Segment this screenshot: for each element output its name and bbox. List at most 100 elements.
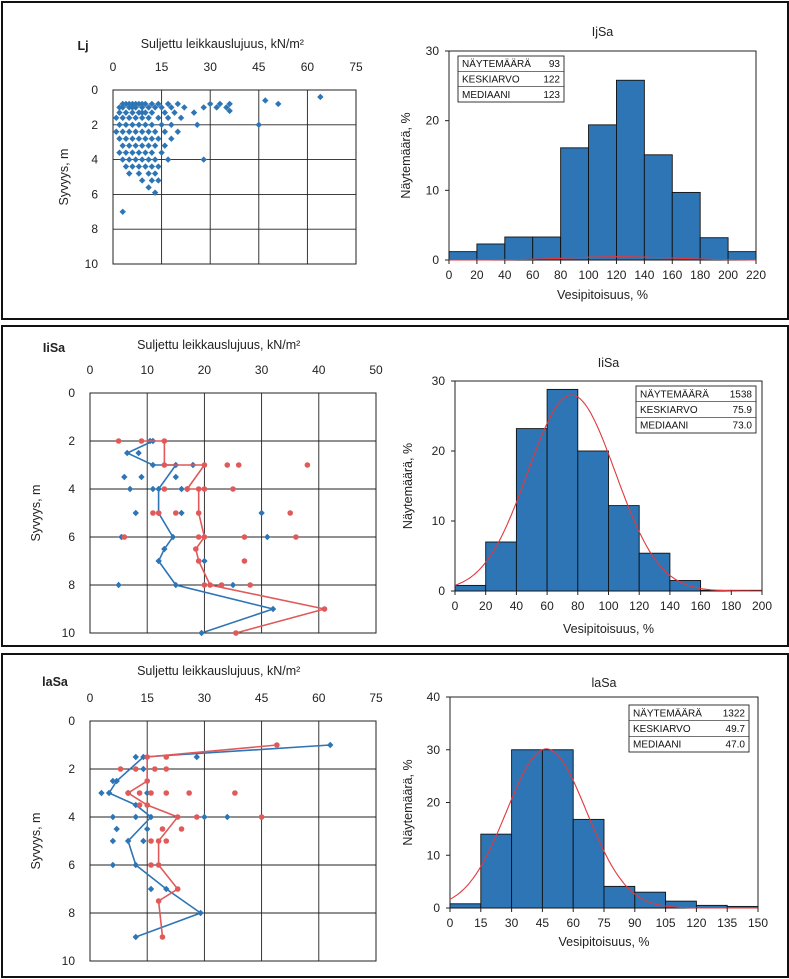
data-point bbox=[158, 104, 165, 111]
histogram-bar bbox=[448, 251, 478, 261]
data-point bbox=[148, 121, 156, 128]
data-point bbox=[132, 861, 139, 869]
data-point bbox=[190, 109, 198, 116]
data-point bbox=[113, 825, 120, 833]
data-point bbox=[155, 838, 162, 844]
data-point bbox=[200, 156, 207, 163]
histogram-bar bbox=[577, 450, 609, 592]
x-tick-label: 45 bbox=[252, 60, 266, 74]
data-point bbox=[178, 485, 185, 493]
data-point bbox=[201, 462, 208, 468]
data-point bbox=[126, 114, 133, 122]
data-point bbox=[132, 128, 139, 135]
data-point bbox=[121, 534, 128, 540]
stats-value: 73.0 bbox=[733, 421, 753, 432]
histogram-bar bbox=[511, 749, 543, 909]
data-point bbox=[201, 557, 208, 565]
data-point bbox=[293, 534, 299, 540]
data-point bbox=[178, 509, 185, 517]
data-point bbox=[201, 486, 208, 492]
x-tick-label: 140 bbox=[660, 599, 680, 613]
depth-chart-iisa: 0 10 20 30 40 50 0 2 4 6 8 10 IiSa Suljettu leikkausl… bbox=[29, 338, 383, 640]
data-point bbox=[135, 170, 143, 177]
x-tick-label: 15 bbox=[155, 60, 169, 74]
stats-label: MEDIAANI bbox=[633, 740, 681, 751]
y-axis-label: Näytemäärä, % bbox=[399, 112, 413, 198]
data-point bbox=[163, 754, 170, 760]
data-point bbox=[164, 100, 172, 108]
stats-box-frame bbox=[628, 704, 750, 753]
histogram-bar bbox=[727, 251, 757, 261]
data-point bbox=[132, 100, 139, 108]
data-point bbox=[124, 837, 132, 845]
histogram-bar bbox=[643, 154, 673, 261]
data-point bbox=[161, 545, 168, 553]
data-point bbox=[122, 149, 130, 156]
data-point bbox=[126, 100, 133, 108]
x-tick-label: 180 bbox=[690, 268, 710, 282]
plot-area bbox=[112, 89, 357, 265]
data-point bbox=[148, 135, 156, 142]
chart-title: laSa bbox=[591, 676, 616, 690]
y-tick-label: 0 bbox=[433, 901, 440, 915]
data-point bbox=[145, 170, 152, 177]
data-point bbox=[197, 909, 204, 917]
stats-value: 123 bbox=[543, 90, 560, 101]
data-point bbox=[135, 449, 142, 457]
stats-value: 47.0 bbox=[726, 740, 746, 751]
y-tick-label: 10 bbox=[62, 954, 76, 968]
data-point bbox=[122, 100, 130, 108]
data-point bbox=[163, 885, 170, 893]
data-point bbox=[138, 473, 145, 481]
data-point bbox=[159, 826, 166, 832]
data-point bbox=[161, 438, 168, 444]
data-point bbox=[138, 142, 146, 149]
stats-label: MEDIAANI bbox=[640, 421, 688, 432]
data-point bbox=[132, 753, 139, 761]
x-tick-label: 15 bbox=[474, 916, 488, 930]
data-point bbox=[151, 170, 159, 177]
x-axis-label: Vesipitoisuus, % bbox=[563, 622, 654, 636]
data-point bbox=[158, 149, 165, 156]
data-point bbox=[198, 629, 205, 637]
stats-value: 75.9 bbox=[733, 405, 753, 416]
y-axis-label: Syvyys, m bbox=[29, 813, 43, 870]
data-point bbox=[119, 128, 126, 135]
y-tick-label: 2 bbox=[91, 118, 98, 132]
x-tick-label: 120 bbox=[629, 599, 649, 613]
data-point bbox=[144, 754, 150, 760]
x-tick-label: 20 bbox=[198, 363, 212, 377]
data-point bbox=[321, 606, 328, 612]
data-point bbox=[241, 534, 248, 540]
histogram-bar bbox=[454, 584, 487, 592]
data-point bbox=[132, 766, 139, 772]
data-point bbox=[269, 605, 277, 613]
y-axis-label: Näytemäärä, % bbox=[401, 443, 415, 529]
data-point bbox=[116, 109, 123, 116]
data-point bbox=[158, 121, 165, 128]
y-tick-label: 6 bbox=[68, 858, 75, 872]
data-point bbox=[98, 789, 105, 797]
x-tick-label: 30 bbox=[255, 363, 269, 377]
data-point bbox=[116, 149, 123, 156]
normal-curve bbox=[454, 394, 762, 592]
data-point bbox=[163, 838, 170, 844]
data-point bbox=[148, 177, 156, 184]
data-point bbox=[132, 813, 139, 821]
data-point bbox=[135, 109, 143, 116]
data-point bbox=[132, 156, 139, 163]
data-point bbox=[327, 741, 334, 749]
stats-label: NÄYTEMÄÄRÄ bbox=[462, 58, 531, 70]
data-point bbox=[155, 163, 162, 170]
data-point bbox=[145, 114, 152, 122]
data-point bbox=[126, 156, 133, 163]
y-tick-label: 0 bbox=[438, 584, 445, 598]
x-axis-label: Vesipitoisuus, % bbox=[557, 288, 648, 302]
y-axis-label: Näytemäärä, % bbox=[401, 759, 415, 845]
data-point bbox=[144, 778, 150, 784]
x-tick-label: 90 bbox=[628, 916, 642, 930]
data-point bbox=[201, 534, 208, 540]
x-tick-label: 30 bbox=[198, 691, 212, 705]
data-point bbox=[148, 790, 154, 796]
data-point bbox=[159, 934, 166, 940]
